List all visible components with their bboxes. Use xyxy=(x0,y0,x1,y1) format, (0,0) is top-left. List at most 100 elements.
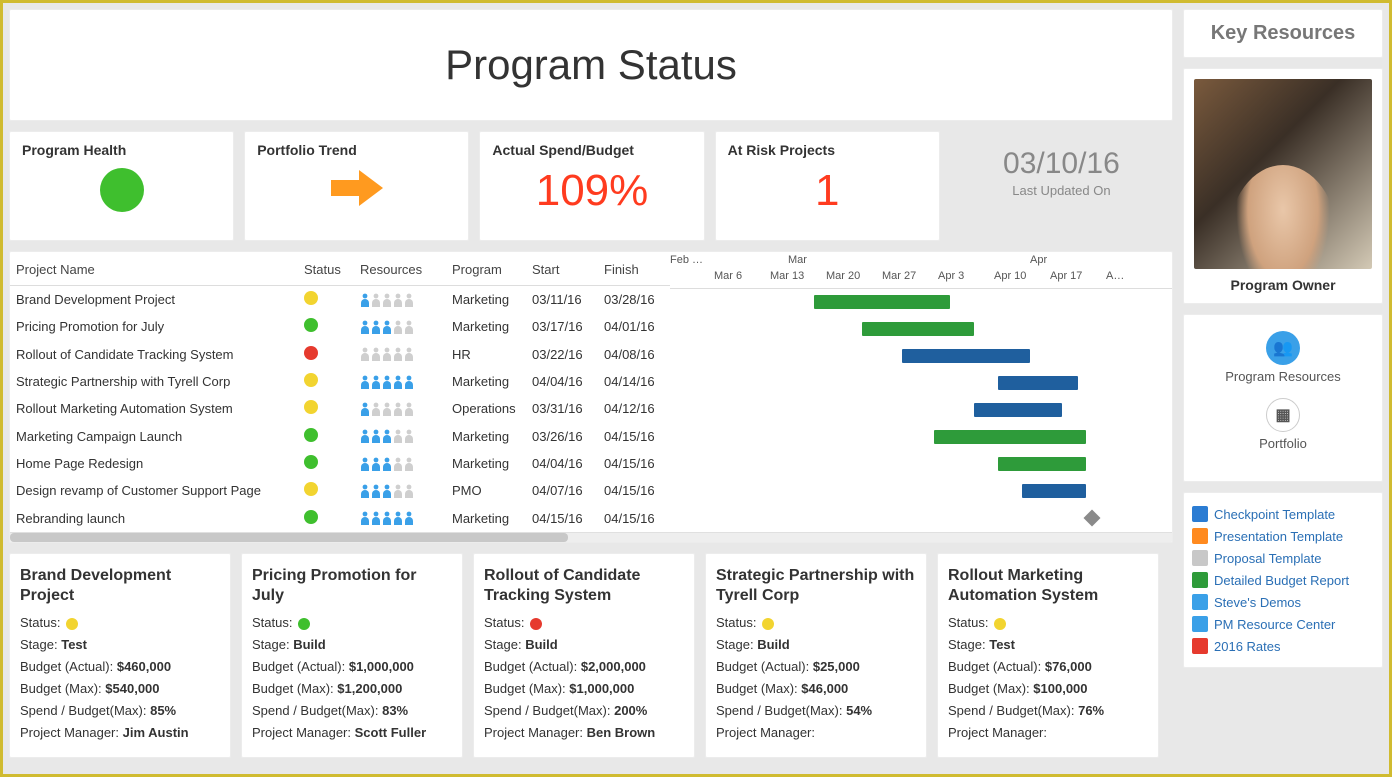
detail-budget-max-value: $1,200,000 xyxy=(337,681,402,696)
resource-link[interactable]: Steve's Demos xyxy=(1192,591,1374,613)
status-dot-icon xyxy=(304,510,318,524)
project-detail-card[interactable]: Pricing Promotion for July Status: Stage… xyxy=(241,553,463,758)
resource-link[interactable]: PM Resource Center xyxy=(1192,613,1374,635)
owner-label: Program Owner xyxy=(1194,277,1372,293)
kpi-spend[interactable]: Actual Spend/Budget 109% xyxy=(479,131,704,241)
kpi-health[interactable]: Program Health xyxy=(9,131,234,241)
gantt-row[interactable] xyxy=(670,343,1172,370)
person-icon xyxy=(382,293,392,307)
program-owner-card[interactable]: Program Owner xyxy=(1183,68,1383,304)
status-dot-icon xyxy=(304,373,318,387)
col-finish[interactable]: Finish xyxy=(598,252,670,286)
horizontal-scrollbar[interactable] xyxy=(10,532,1172,542)
gantt-bar[interactable] xyxy=(814,295,950,309)
detail-spend-pct-value: 54% xyxy=(846,703,872,718)
detail-budget-max-label: Budget (Max): xyxy=(716,681,798,696)
kpi-risk[interactable]: At Risk Projects 1 xyxy=(715,131,940,241)
detail-budget-actual-label: Budget (Actual): xyxy=(20,659,113,674)
gantt-row[interactable] xyxy=(670,451,1172,478)
project-detail-card[interactable]: Rollout of Candidate Tracking System Sta… xyxy=(473,553,695,758)
table-row[interactable]: Strategic Partnership with Tyrell Corp M… xyxy=(10,368,670,395)
person-icon xyxy=(371,347,381,361)
gantt-row[interactable] xyxy=(670,316,1172,343)
gantt-week-label: Mar 6 xyxy=(714,270,742,282)
table-row[interactable]: Pricing Promotion for July Marketing 03/… xyxy=(10,313,670,340)
cell-resources xyxy=(354,395,446,422)
cell-status xyxy=(298,368,354,395)
cell-name: Rollout of Candidate Tracking System xyxy=(10,341,298,368)
table-row[interactable]: Home Page Redesign Marketing 04/04/16 04… xyxy=(10,450,670,477)
person-icon xyxy=(393,293,403,307)
sidebar-title: Key Resources xyxy=(1183,9,1383,58)
person-icon xyxy=(393,484,403,498)
cell-start: 04/07/16 xyxy=(526,477,598,504)
detail-stage-label: Stage: xyxy=(716,637,754,652)
cell-start: 03/22/16 xyxy=(526,341,598,368)
detail-budget-max-value: $46,000 xyxy=(801,681,848,696)
gantt-row[interactable] xyxy=(670,370,1172,397)
gantt-bar[interactable] xyxy=(934,430,1086,444)
table-row[interactable]: Rollout Marketing Automation System Oper… xyxy=(10,395,670,422)
cell-status xyxy=(298,286,354,314)
col-resources[interactable]: Resources xyxy=(354,252,446,286)
cell-name: Brand Development Project xyxy=(10,286,298,314)
gantt-bar[interactable] xyxy=(998,376,1078,390)
kpi-trend[interactable]: Portfolio Trend xyxy=(244,131,469,241)
detail-status-label: Status: xyxy=(484,615,524,630)
cell-start: 03/17/16 xyxy=(526,313,598,340)
person-icon xyxy=(404,375,414,389)
resource-link[interactable]: Checkpoint Template xyxy=(1192,503,1374,525)
gantt-row[interactable] xyxy=(670,478,1172,505)
resource-link[interactable]: Detailed Budget Report xyxy=(1192,569,1374,591)
quick-link-icon: ▦ xyxy=(1266,398,1300,432)
gantt-row[interactable] xyxy=(670,505,1172,532)
gantt-bar[interactable] xyxy=(1022,484,1086,498)
gantt-row[interactable] xyxy=(670,397,1172,424)
col-program[interactable]: Program xyxy=(446,252,526,286)
status-dot-icon xyxy=(66,618,78,630)
resource-link-label: Presentation Template xyxy=(1214,529,1343,544)
quick-link-label: Portfolio xyxy=(1190,436,1376,451)
detail-budget-actual-value: $76,000 xyxy=(1045,659,1092,674)
table-row[interactable]: Rollout of Candidate Tracking System HR … xyxy=(10,341,670,368)
gantt-bar[interactable] xyxy=(998,457,1086,471)
table-row[interactable]: Brand Development Project Marketing 03/1… xyxy=(10,286,670,314)
table-row[interactable]: Rebranding launch Marketing 04/15/16 04/… xyxy=(10,505,670,532)
detail-title: Rollout Marketing Automation System xyxy=(948,566,1148,606)
gantt-week-label: Apr 17 xyxy=(1050,270,1082,282)
person-icon xyxy=(404,320,414,334)
col-start[interactable]: Start xyxy=(526,252,598,286)
project-detail-card[interactable]: Brand Development Project Status: Stage:… xyxy=(9,553,231,758)
gantt-row[interactable] xyxy=(670,289,1172,316)
gantt-month-label: Mar xyxy=(788,254,807,266)
file-icon xyxy=(1192,616,1208,632)
col-status[interactable]: Status xyxy=(298,252,354,286)
resource-link[interactable]: Proposal Template xyxy=(1192,547,1374,569)
gantt-bar[interactable] xyxy=(974,403,1062,417)
detail-stage-label: Stage: xyxy=(252,637,290,652)
project-detail-card[interactable]: Strategic Partnership with Tyrell Corp S… xyxy=(705,553,927,758)
cell-name: Pricing Promotion for July xyxy=(10,313,298,340)
project-detail-card[interactable]: Rollout Marketing Automation System Stat… xyxy=(937,553,1159,758)
detail-pm-value: Ben Brown xyxy=(587,725,656,740)
detail-spend-pct-value: 85% xyxy=(150,703,176,718)
resource-link[interactable]: 2016 Rates xyxy=(1192,635,1374,657)
cell-resources xyxy=(354,286,446,314)
quick-link[interactable]: ▦ Portfolio xyxy=(1190,398,1376,451)
gantt-bar[interactable] xyxy=(902,349,1030,363)
quick-link[interactable]: 👥 Program Resources xyxy=(1190,331,1376,384)
detail-spend-pct-label: Spend / Budget(Max): xyxy=(716,703,842,718)
gantt-chart[interactable]: Feb …MarAprMar 6Mar 13Mar 20Mar 27Apr 3A… xyxy=(670,252,1172,532)
col-name[interactable]: Project Name xyxy=(10,252,298,286)
detail-budget-max-value: $1,000,000 xyxy=(569,681,634,696)
resource-link[interactable]: Presentation Template xyxy=(1192,525,1374,547)
table-row[interactable]: Design revamp of Customer Support Page P… xyxy=(10,477,670,504)
gantt-bar[interactable] xyxy=(862,322,974,336)
detail-stage-label: Stage: xyxy=(948,637,986,652)
gantt-row[interactable] xyxy=(670,424,1172,451)
detail-status-label: Status: xyxy=(716,615,756,630)
person-icon xyxy=(393,347,403,361)
table-row[interactable]: Marketing Campaign Launch Marketing 03/2… xyxy=(10,423,670,450)
status-dot-icon xyxy=(304,318,318,332)
gantt-month-label: Feb … xyxy=(670,254,703,266)
